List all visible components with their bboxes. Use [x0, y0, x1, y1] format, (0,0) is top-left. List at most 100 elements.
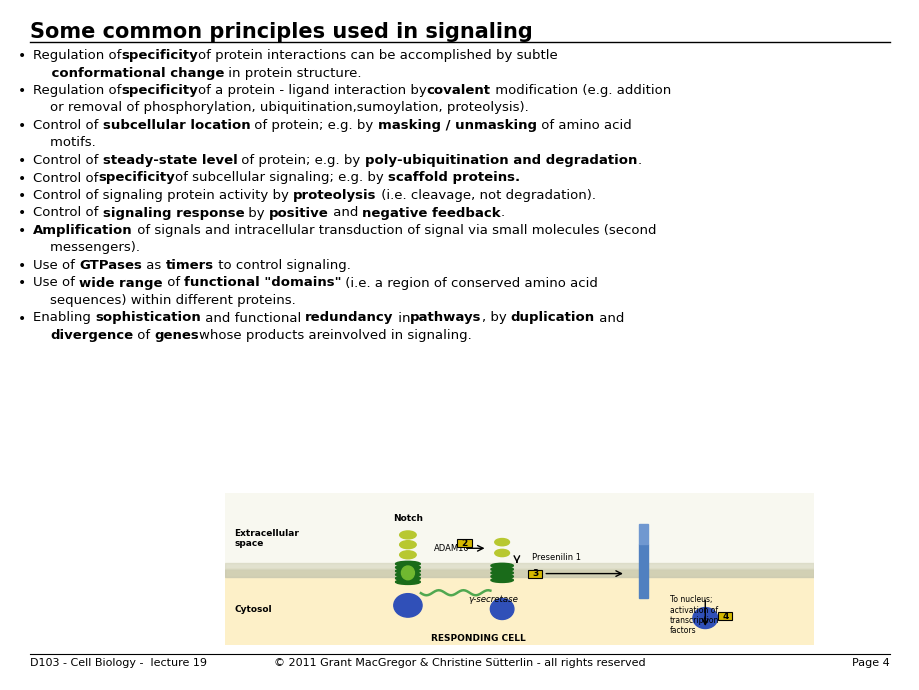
Text: pathways: pathways: [410, 311, 482, 324]
Text: duplication: duplication: [510, 311, 595, 324]
Text: To nucleus;
activation of
transcription
factors: To nucleus; activation of transcription …: [669, 595, 719, 635]
Text: Notch: Notch: [392, 514, 423, 523]
Ellipse shape: [395, 565, 420, 570]
Text: of: of: [163, 277, 184, 290]
Text: 2: 2: [460, 539, 467, 548]
Text: (i.e. a region of conserved amino acid: (i.e. a region of conserved amino acid: [341, 277, 597, 290]
Text: Control of: Control of: [33, 172, 98, 184]
Text: •: •: [18, 277, 27, 290]
Text: negative feedback: negative feedback: [362, 206, 501, 219]
Ellipse shape: [491, 563, 513, 568]
Text: motifs.: motifs.: [33, 137, 96, 150]
Bar: [225, 563, 813, 569]
Text: by: by: [244, 206, 269, 219]
Text: •: •: [18, 49, 27, 63]
Text: Some common principles used in signaling: Some common principles used in signaling: [30, 22, 532, 42]
Text: in: in: [393, 311, 410, 324]
Ellipse shape: [491, 578, 513, 582]
Text: masking / unmasking: masking / unmasking: [378, 119, 536, 132]
Ellipse shape: [399, 541, 415, 549]
Text: of: of: [133, 329, 154, 342]
Text: Use of: Use of: [33, 259, 79, 272]
Text: of amino acid: of amino acid: [536, 119, 630, 132]
Text: Control of signaling protein activity by: Control of signaling protein activity by: [33, 189, 293, 202]
Ellipse shape: [395, 575, 420, 581]
Ellipse shape: [399, 531, 415, 539]
Text: of subcellular signaling; e.g. by: of subcellular signaling; e.g. by: [175, 172, 388, 184]
Bar: [225, 569, 813, 645]
Ellipse shape: [491, 571, 513, 575]
Text: D103 - Cell Biology -  lecture 19: D103 - Cell Biology - lecture 19: [30, 658, 207, 668]
Text: covalent: covalent: [426, 84, 491, 97]
Text: functional "domains": functional "domains": [184, 277, 341, 290]
Text: redundancy: redundancy: [305, 311, 393, 324]
Text: •: •: [18, 224, 27, 238]
Ellipse shape: [395, 580, 420, 584]
Text: sophistication: sophistication: [95, 311, 200, 324]
Bar: [638, 524, 648, 544]
Text: messengers).: messengers).: [33, 241, 140, 255]
Ellipse shape: [401, 566, 414, 580]
Text: involved in signaling.: involved in signaling.: [330, 329, 471, 342]
Text: steady-state level: steady-state level: [103, 154, 237, 167]
Text: and: and: [595, 311, 624, 324]
Text: genes: genes: [154, 329, 199, 342]
Text: •: •: [18, 172, 27, 186]
FancyBboxPatch shape: [718, 612, 732, 620]
Text: .: .: [501, 206, 505, 219]
Text: •: •: [18, 84, 27, 98]
Ellipse shape: [494, 538, 509, 546]
Text: of protein; e.g. by: of protein; e.g. by: [237, 154, 365, 167]
Text: scaffold proteins.: scaffold proteins.: [388, 172, 519, 184]
Text: Control of: Control of: [33, 119, 103, 132]
Text: as: as: [142, 259, 165, 272]
Text: positive: positive: [269, 206, 328, 219]
Text: •: •: [18, 154, 27, 168]
Text: Presenilin 1: Presenilin 1: [531, 553, 580, 562]
Text: poly-ubiquitination and degradation: poly-ubiquitination and degradation: [365, 154, 637, 167]
Text: •: •: [18, 119, 27, 133]
Text: of protein interactions can be accomplished by subtle: of protein interactions can be accomplis…: [198, 49, 557, 62]
Text: Control of: Control of: [33, 206, 103, 219]
Text: signaling response: signaling response: [103, 206, 244, 219]
Ellipse shape: [491, 574, 513, 579]
Text: .: .: [637, 154, 641, 167]
Text: •: •: [18, 311, 27, 326]
FancyBboxPatch shape: [528, 570, 541, 578]
Text: Cytosol: Cytosol: [234, 604, 271, 613]
Text: and: and: [328, 206, 362, 219]
Text: or removal of phosphorylation, ubiquitination,sumoylation, proteolysis).: or removal of phosphorylation, ubiquitin…: [33, 101, 528, 115]
Bar: [225, 569, 813, 578]
Text: Amplification: Amplification: [33, 224, 132, 237]
Text: ADAM10: ADAM10: [434, 544, 470, 553]
Text: Enabling: Enabling: [33, 311, 95, 324]
Text: γ-secretase: γ-secretase: [468, 595, 517, 604]
Ellipse shape: [393, 593, 422, 617]
Text: subcellular location: subcellular location: [103, 119, 250, 132]
Text: timers: timers: [165, 259, 213, 272]
Text: RESPONDING CELL: RESPONDING CELL: [431, 634, 526, 643]
Text: Regulation of: Regulation of: [33, 84, 121, 97]
Ellipse shape: [395, 561, 420, 566]
Text: Regulation of: Regulation of: [33, 49, 121, 62]
Ellipse shape: [395, 569, 420, 573]
Ellipse shape: [491, 567, 513, 571]
Text: of protein; e.g. by: of protein; e.g. by: [250, 119, 378, 132]
Text: divergence: divergence: [50, 329, 133, 342]
Text: GTPases: GTPases: [79, 259, 142, 272]
Text: Control of: Control of: [33, 154, 103, 167]
Text: in protein structure.: in protein structure.: [224, 66, 361, 79]
Text: Page 4: Page 4: [851, 658, 889, 668]
Text: whose products are: whose products are: [199, 329, 330, 342]
Text: specificity: specificity: [121, 49, 198, 62]
Text: 4: 4: [721, 612, 728, 621]
Text: specificity: specificity: [98, 172, 175, 184]
Text: to control signaling.: to control signaling.: [213, 259, 350, 272]
Text: modification (e.g. addition: modification (e.g. addition: [491, 84, 670, 97]
Text: •: •: [18, 189, 27, 203]
Ellipse shape: [494, 549, 509, 557]
Ellipse shape: [395, 572, 420, 578]
Text: proteolysis: proteolysis: [293, 189, 376, 202]
Text: © 2011 Grant MacGregor & Christine Sütterlin - all rights reserved: © 2011 Grant MacGregor & Christine Sütte…: [274, 658, 645, 668]
Text: sequences) within different proteins.: sequences) within different proteins.: [33, 294, 295, 307]
